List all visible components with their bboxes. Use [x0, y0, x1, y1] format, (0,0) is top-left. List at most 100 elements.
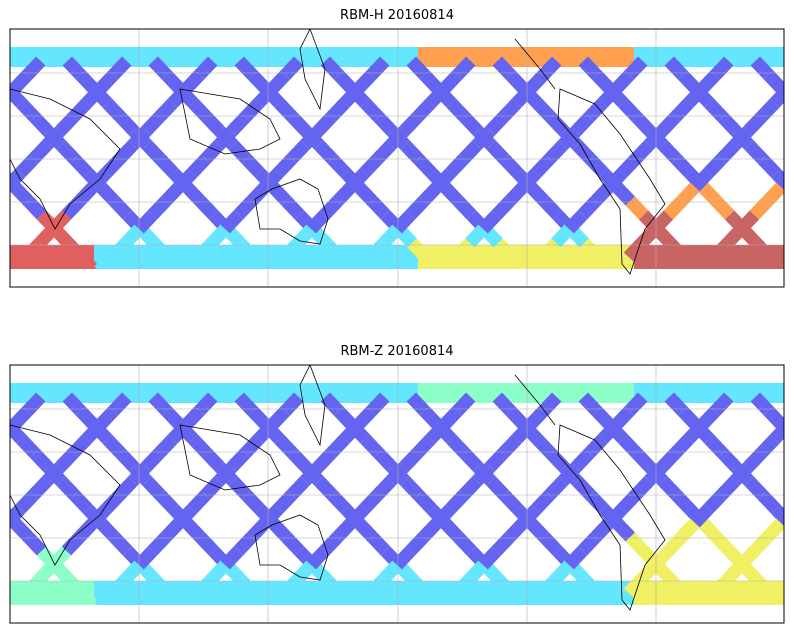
orbit-swath — [650, 546, 674, 570]
data-cell — [226, 581, 238, 605]
orbit-swath — [69, 490, 93, 514]
orbit-swath — [400, 476, 424, 500]
data-cell — [346, 383, 358, 403]
orbit-swath — [723, 47, 747, 66]
orbit-swath — [698, 518, 722, 542]
orbit-swath — [743, 448, 767, 472]
data-cell — [250, 383, 262, 403]
orbit-swath — [751, 238, 775, 262]
orbit-swath — [63, 238, 87, 262]
data-cell — [610, 383, 622, 403]
orbit-swath — [537, 238, 561, 262]
orbit-swath — [61, 532, 85, 556]
orbit-swath — [526, 518, 550, 542]
orbit-swath — [538, 392, 562, 416]
orbit-swath — [630, 476, 654, 500]
orbit-swath — [75, 70, 99, 94]
orbit-swath — [678, 588, 702, 605]
orbit-swath — [486, 140, 510, 164]
orbit-swath — [233, 196, 257, 220]
orbit-swath — [21, 574, 45, 598]
orbit-swath — [279, 574, 303, 598]
orbit-swath — [539, 196, 563, 220]
coastline — [299, 364, 326, 447]
orbit-swath — [446, 434, 470, 458]
orbit-swath — [235, 574, 259, 598]
orbit-swath — [770, 420, 784, 444]
orbit-swath — [367, 532, 391, 556]
orbit-swath — [749, 532, 773, 556]
orbit-swath — [254, 84, 277, 108]
data-cell — [310, 581, 322, 605]
orbit-swath — [789, 187, 794, 201]
orbit-swath — [789, 523, 794, 537]
orbit-swath — [142, 140, 166, 164]
orbit-swath — [326, 434, 350, 458]
orbit-swath — [420, 252, 444, 269]
orbit-swath — [161, 406, 185, 430]
orbit-swath — [439, 70, 463, 94]
orbit-swath — [306, 210, 330, 234]
data-cell — [298, 245, 310, 269]
data-cell — [46, 581, 58, 605]
orbit-swath — [452, 56, 476, 80]
orbit-swath — [241, 154, 265, 178]
orbit-swath — [618, 98, 642, 122]
orbit-swath — [386, 462, 409, 486]
orbit-swath — [141, 112, 165, 136]
orbit-swath — [147, 532, 171, 556]
orbit-swath — [95, 70, 119, 94]
orbit-swath — [340, 420, 363, 444]
orbit-swath — [407, 574, 431, 598]
orbit-swath — [121, 224, 144, 248]
orbit-swath — [74, 182, 98, 206]
orbit-swath — [459, 112, 483, 136]
data-cell — [394, 245, 406, 269]
orbit-swath — [637, 47, 661, 66]
orbit-swath — [109, 532, 133, 556]
orbit-swath — [624, 56, 648, 80]
orbit-swath — [128, 126, 151, 150]
orbit-swath — [657, 448, 681, 472]
data-cell — [562, 245, 574, 269]
orbit-swath — [526, 182, 550, 206]
orbit-swath — [10, 189, 12, 194]
orbit-swath — [676, 518, 700, 542]
data-cell — [646, 245, 658, 269]
orbit-swath — [379, 47, 403, 66]
orbit-swath — [128, 462, 151, 486]
orbit-swath — [319, 532, 343, 556]
orbit-swath — [451, 238, 475, 262]
orbit-swath — [56, 140, 80, 164]
orbit-swath — [690, 504, 714, 528]
orbit-swath — [399, 448, 423, 472]
orbit-swath — [617, 490, 641, 514]
data-cell — [694, 47, 706, 67]
data-cell — [658, 581, 670, 605]
orbit-swath — [478, 546, 502, 570]
orbit-swath — [644, 462, 667, 486]
orbit-swath — [445, 490, 469, 514]
orbit-swath — [532, 98, 556, 122]
orbit-swath — [147, 196, 171, 220]
orbit-swath — [763, 406, 784, 430]
orbit-swath — [598, 420, 621, 444]
orbit-swath — [108, 56, 132, 80]
map-frame — [9, 364, 785, 624]
orbit-swath — [10, 252, 32, 269]
orbit-swath — [28, 140, 52, 164]
orbit-swath — [578, 392, 602, 416]
orbit-swath — [194, 56, 218, 80]
orbit-swath — [412, 434, 436, 458]
orbit-swath — [671, 490, 695, 514]
orbit-swath — [134, 546, 158, 570]
orbit-swath — [306, 546, 330, 570]
data-cell — [730, 581, 742, 605]
coastline — [254, 178, 329, 245]
orbit-swath — [293, 47, 317, 66]
orbit-swath — [764, 252, 784, 269]
orbit-swath — [677, 406, 701, 430]
orbit-swath — [327, 490, 351, 514]
data-cell — [706, 383, 718, 403]
data-cell — [214, 245, 226, 269]
